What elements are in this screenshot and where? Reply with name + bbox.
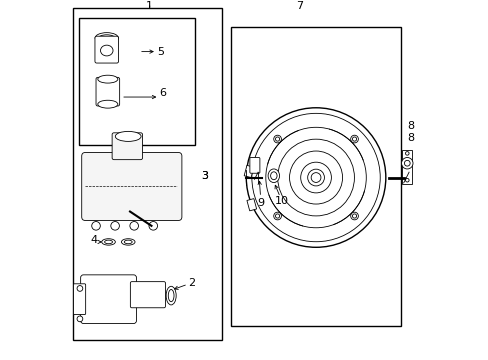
- Ellipse shape: [168, 289, 174, 302]
- FancyBboxPatch shape: [81, 275, 136, 324]
- Text: 3: 3: [201, 171, 207, 181]
- Circle shape: [307, 169, 324, 186]
- Circle shape: [246, 108, 385, 247]
- Text: 3: 3: [201, 171, 207, 181]
- Text: 8: 8: [407, 121, 413, 131]
- Ellipse shape: [98, 75, 118, 83]
- Ellipse shape: [104, 240, 112, 244]
- FancyBboxPatch shape: [81, 153, 182, 220]
- Text: 4: 4: [90, 235, 97, 245]
- Bar: [79, 18, 195, 145]
- Circle shape: [350, 135, 358, 143]
- Ellipse shape: [115, 131, 141, 141]
- Text: 1: 1: [146, 1, 153, 11]
- FancyBboxPatch shape: [249, 158, 259, 173]
- Circle shape: [149, 221, 157, 230]
- FancyBboxPatch shape: [95, 36, 118, 63]
- FancyBboxPatch shape: [112, 133, 142, 159]
- FancyBboxPatch shape: [73, 284, 85, 315]
- FancyBboxPatch shape: [130, 282, 165, 308]
- Ellipse shape: [121, 239, 135, 245]
- Circle shape: [111, 221, 119, 230]
- Text: 5: 5: [157, 46, 163, 57]
- Bar: [230, 27, 400, 326]
- Ellipse shape: [102, 239, 115, 245]
- Circle shape: [273, 212, 281, 220]
- Text: 6: 6: [159, 89, 166, 98]
- Text: 9: 9: [257, 198, 264, 208]
- Ellipse shape: [98, 100, 118, 108]
- Text: 8: 8: [407, 133, 413, 143]
- Circle shape: [77, 316, 82, 322]
- Circle shape: [350, 212, 358, 220]
- Circle shape: [401, 158, 412, 169]
- Circle shape: [405, 179, 408, 182]
- Text: 7: 7: [296, 1, 303, 11]
- Bar: [244, 165, 253, 177]
- Bar: [246, 199, 256, 211]
- Text: 10: 10: [275, 196, 288, 206]
- Circle shape: [405, 152, 408, 155]
- Circle shape: [273, 135, 281, 143]
- Ellipse shape: [124, 240, 132, 244]
- Bar: [402, 150, 411, 184]
- Circle shape: [77, 285, 82, 291]
- FancyBboxPatch shape: [96, 77, 120, 106]
- Circle shape: [92, 221, 100, 230]
- Ellipse shape: [166, 286, 176, 305]
- Ellipse shape: [267, 169, 279, 183]
- Ellipse shape: [99, 35, 115, 41]
- Bar: [73, 8, 222, 340]
- Text: 2: 2: [187, 278, 195, 288]
- Circle shape: [130, 221, 138, 230]
